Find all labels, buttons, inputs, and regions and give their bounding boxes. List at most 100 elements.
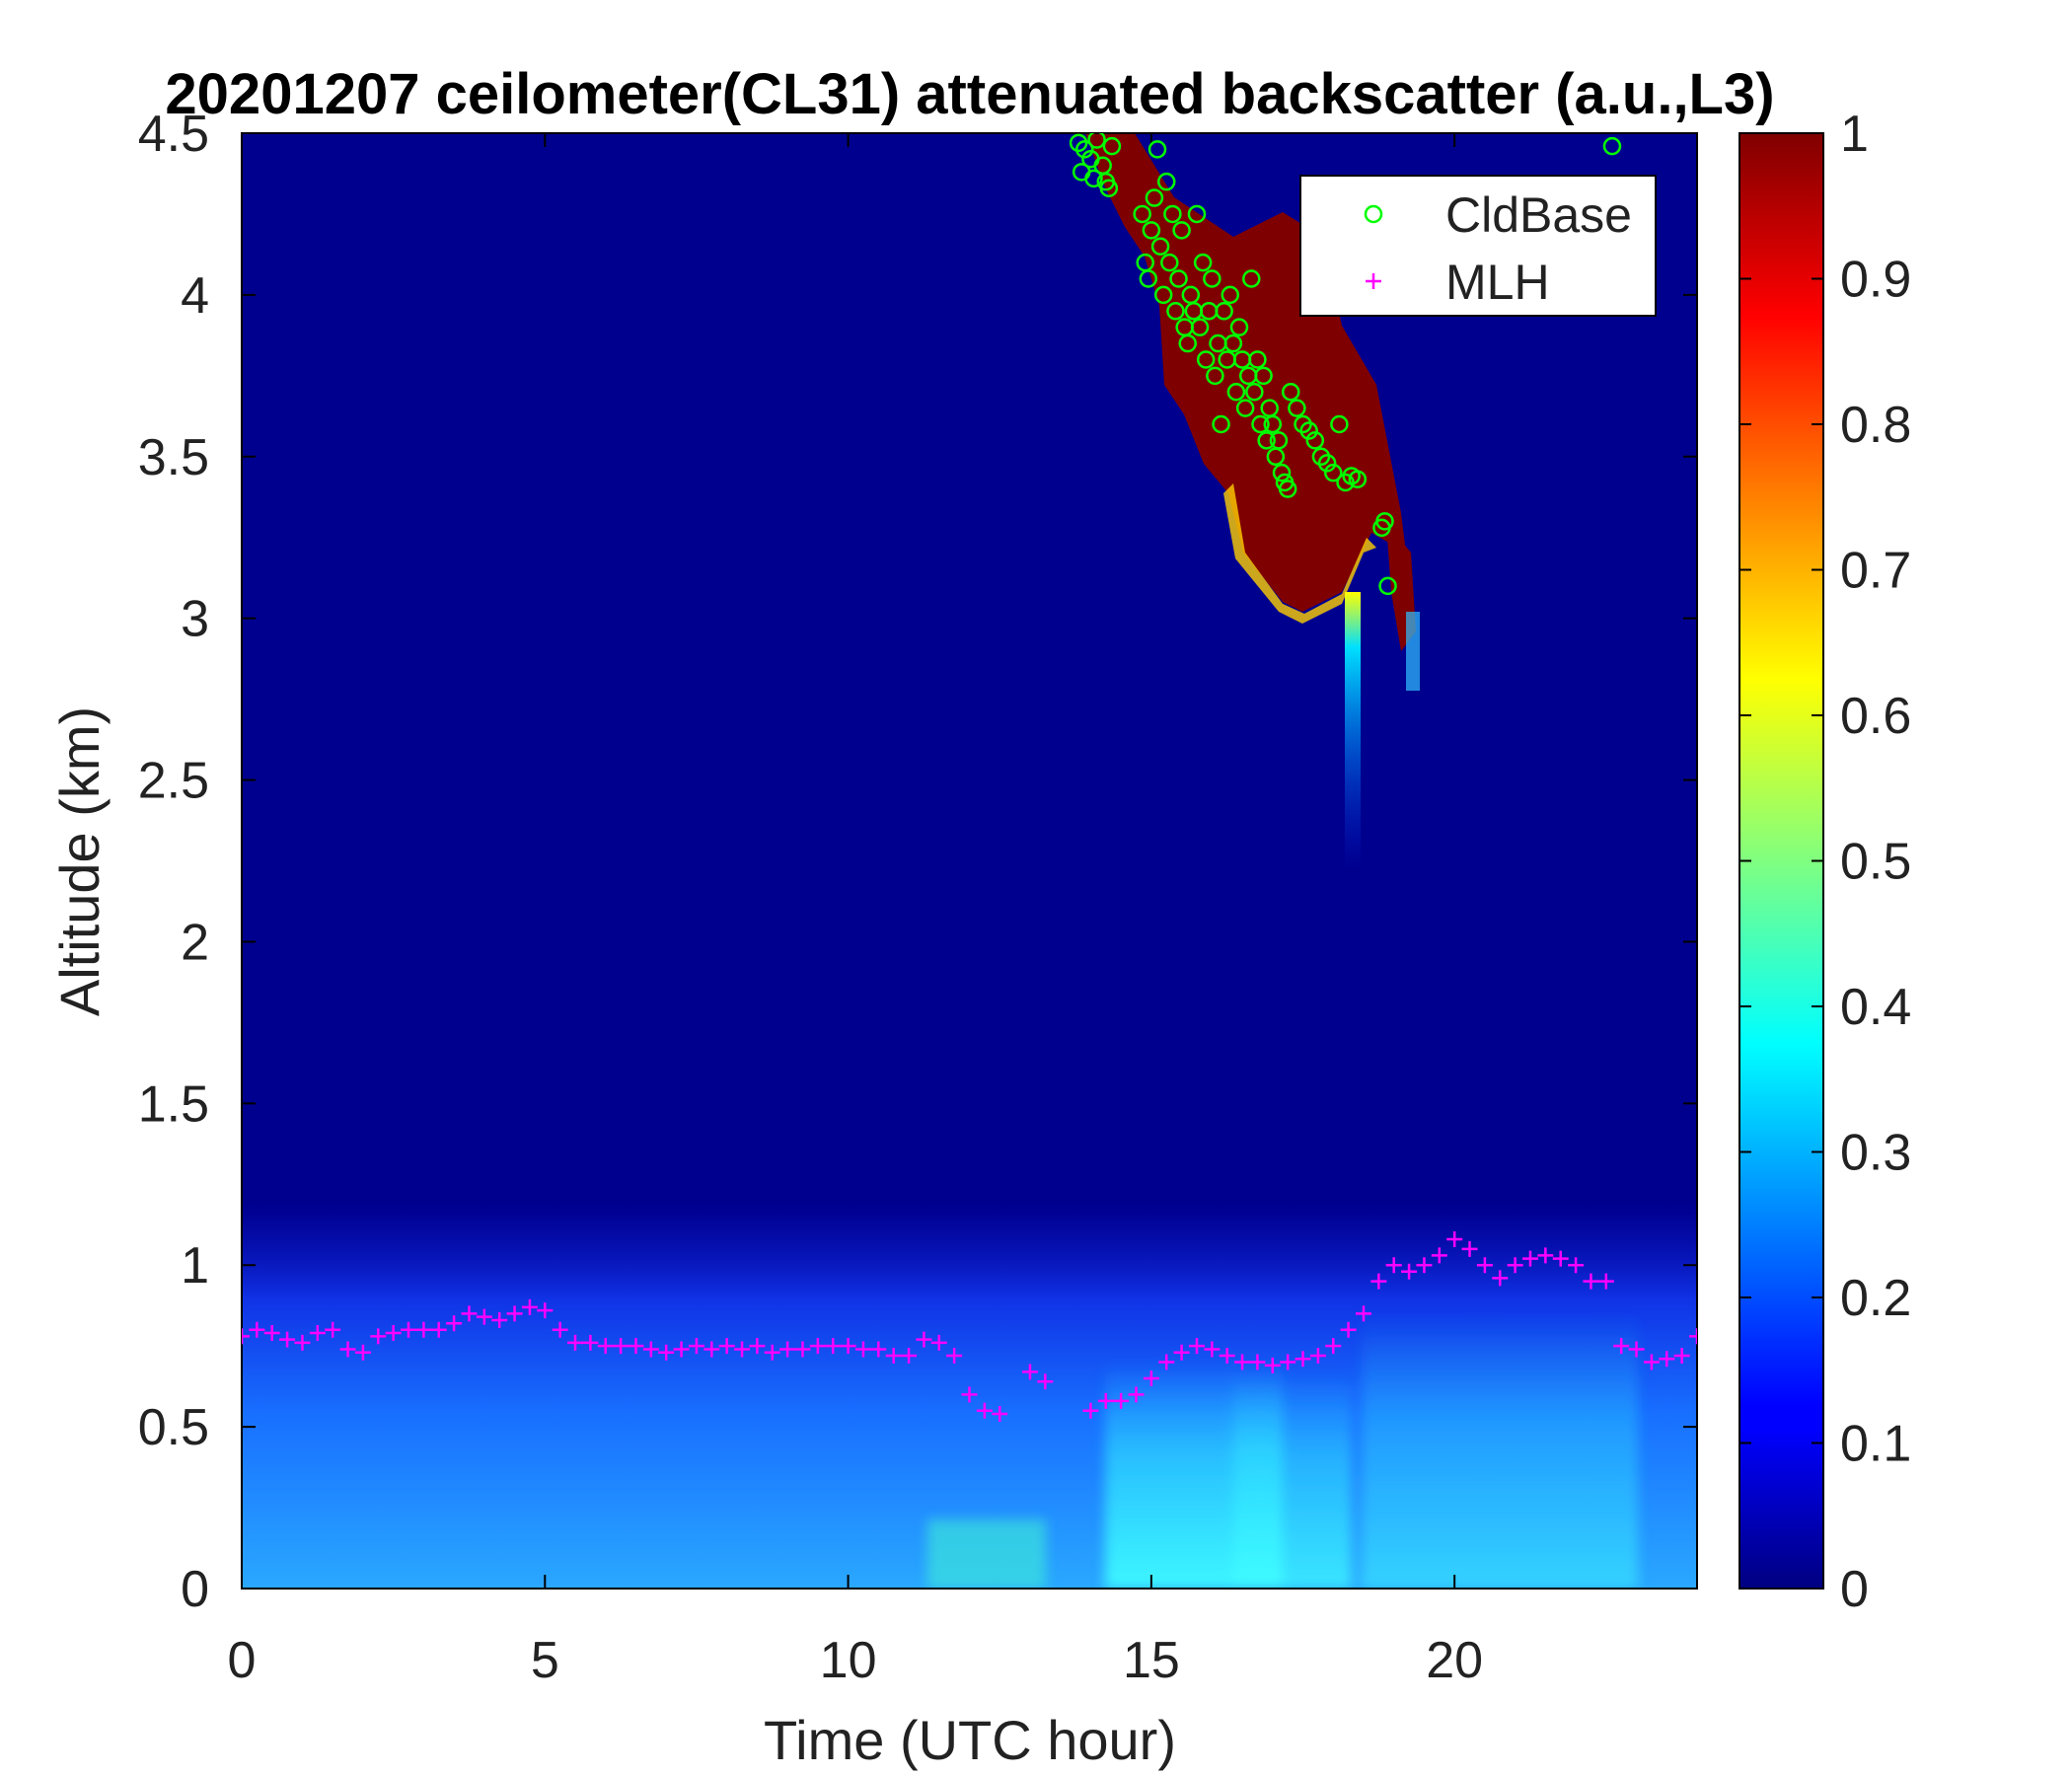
mlh-point	[613, 1338, 629, 1355]
cldbase-point	[1254, 366, 1273, 386]
mlh-point	[249, 1321, 265, 1338]
mlh-point	[521, 1298, 538, 1315]
mlh-point	[1082, 1402, 1099, 1419]
y-tick-label: 0.5	[138, 1399, 209, 1456]
cldbase-point	[1242, 269, 1261, 288]
x-tick-label: 10	[820, 1632, 877, 1689]
mlh-point	[825, 1338, 842, 1355]
mlh-point	[1355, 1305, 1371, 1322]
mlh-point	[1370, 1273, 1387, 1290]
mlh-point	[1492, 1270, 1509, 1287]
cldbase-point	[1172, 221, 1191, 240]
mlh-point	[1280, 1354, 1296, 1370]
cldbase-point	[1147, 140, 1167, 159]
mlh-point	[1552, 1250, 1569, 1267]
cldbase-point	[1193, 253, 1213, 272]
mlh-point	[1401, 1263, 1418, 1280]
y-axis-label: Altitude (km)	[48, 706, 111, 1016]
mlh-point	[567, 1334, 584, 1351]
mlh-point	[1037, 1373, 1054, 1390]
colorbar-tick-label: 0.8	[1840, 397, 1911, 454]
y-tick-label: 1.5	[138, 1075, 209, 1133]
mlh-point	[1673, 1348, 1690, 1364]
mlh-point	[1234, 1354, 1251, 1370]
cldbase-point	[1330, 414, 1349, 434]
mlh-point	[1295, 1351, 1311, 1368]
mlh-point	[885, 1348, 902, 1364]
cldbase-point	[1245, 382, 1264, 402]
mlh-point	[446, 1315, 463, 1332]
mlh-point	[430, 1321, 447, 1338]
mlh-point	[870, 1341, 887, 1358]
cldbase-point	[1178, 333, 1197, 353]
mlh-point	[901, 1348, 918, 1364]
y-tick-label: 1	[181, 1237, 209, 1295]
cldbase-point	[1153, 285, 1173, 305]
mlh-point	[1613, 1338, 1630, 1355]
mlh-point	[1113, 1392, 1130, 1409]
cldbase-point	[1324, 463, 1343, 482]
cldbase-point	[1196, 350, 1216, 369]
cldbase-point	[1317, 454, 1337, 473]
mlh-point	[1659, 1351, 1675, 1368]
boundary-layer-highlights	[927, 1312, 1638, 1589]
mlh-point	[1446, 1231, 1463, 1247]
mlh-point	[370, 1328, 387, 1345]
mlh-point	[294, 1334, 311, 1351]
legend-cldbase-marker	[1364, 204, 1383, 224]
mlh-point	[491, 1311, 508, 1328]
cldbase-point	[1084, 169, 1103, 188]
mlh-point	[764, 1344, 780, 1361]
cldbase-point	[1235, 399, 1255, 417]
x-tick-label: 0	[228, 1632, 257, 1689]
x-axis: 0 5 10 15 20	[228, 133, 1483, 1689]
x-tick-label: 5	[531, 1632, 559, 1689]
cldbase-point	[1378, 576, 1397, 596]
mlh-point	[718, 1338, 735, 1355]
mlh-point	[537, 1302, 554, 1319]
mlh-point	[582, 1334, 599, 1351]
y-tick-label: 3.5	[138, 429, 209, 486]
mlh-point	[1128, 1386, 1145, 1403]
series-cldbase	[1069, 133, 1622, 596]
colorbar-tick-label: 0.6	[1840, 688, 1911, 745]
mlh-point	[1461, 1240, 1478, 1257]
x-tick-label: 20	[1426, 1632, 1483, 1689]
mlh-point	[930, 1334, 947, 1351]
heatmap	[242, 133, 1697, 1589]
colorbar-ticks: 0 0.1 0.2 0.3 0.4 0.5 0.6 0.7 0.8 0.9 1	[1739, 106, 1911, 1618]
cldbase-point	[1203, 269, 1221, 288]
mlh-point	[1507, 1257, 1523, 1274]
mlh-point	[401, 1321, 417, 1338]
y-axis: 0 0.5 1 1.5 2 2.5 3 3.5 4 4.5	[138, 106, 1697, 1618]
cldbase-point	[1223, 333, 1243, 353]
cldbase-point	[1150, 237, 1170, 256]
y-tick-label: 0	[181, 1561, 209, 1618]
colorbar-tick-label: 0	[1840, 1561, 1869, 1618]
mlh-point	[1325, 1338, 1342, 1355]
mlh-point	[1204, 1341, 1221, 1358]
mlh-point	[385, 1325, 402, 1342]
mlh-point	[749, 1338, 766, 1355]
cldbase-point	[1166, 302, 1185, 321]
mlh-point	[1431, 1247, 1447, 1264]
cldbase-point	[1133, 204, 1151, 224]
mlh-point	[673, 1341, 690, 1358]
chart-title: 20201207 ceilometer(CL31) attenuated bac…	[165, 62, 1774, 126]
mlh-point	[1537, 1247, 1554, 1264]
colorbar: 0 0.1 0.2 0.3 0.4 0.5 0.6 0.7 0.8 0.9 1	[1739, 106, 1911, 1618]
mlh-point	[642, 1341, 659, 1358]
y-tick-label: 2	[181, 914, 209, 971]
colorbar-tick-label: 1	[1840, 106, 1869, 163]
legend-mlh-label: MLH	[1445, 255, 1550, 310]
cldbase-point	[1156, 172, 1176, 191]
mlh-point	[779, 1341, 796, 1358]
mlh-point	[961, 1386, 978, 1403]
mlh-point	[242, 1328, 250, 1345]
legend-cldbase-label: CldBase	[1445, 187, 1632, 243]
mlh-point	[1340, 1321, 1357, 1338]
cldbase-point	[1215, 302, 1233, 321]
mlh-point	[1097, 1392, 1114, 1409]
cldbase-point	[1145, 188, 1164, 207]
